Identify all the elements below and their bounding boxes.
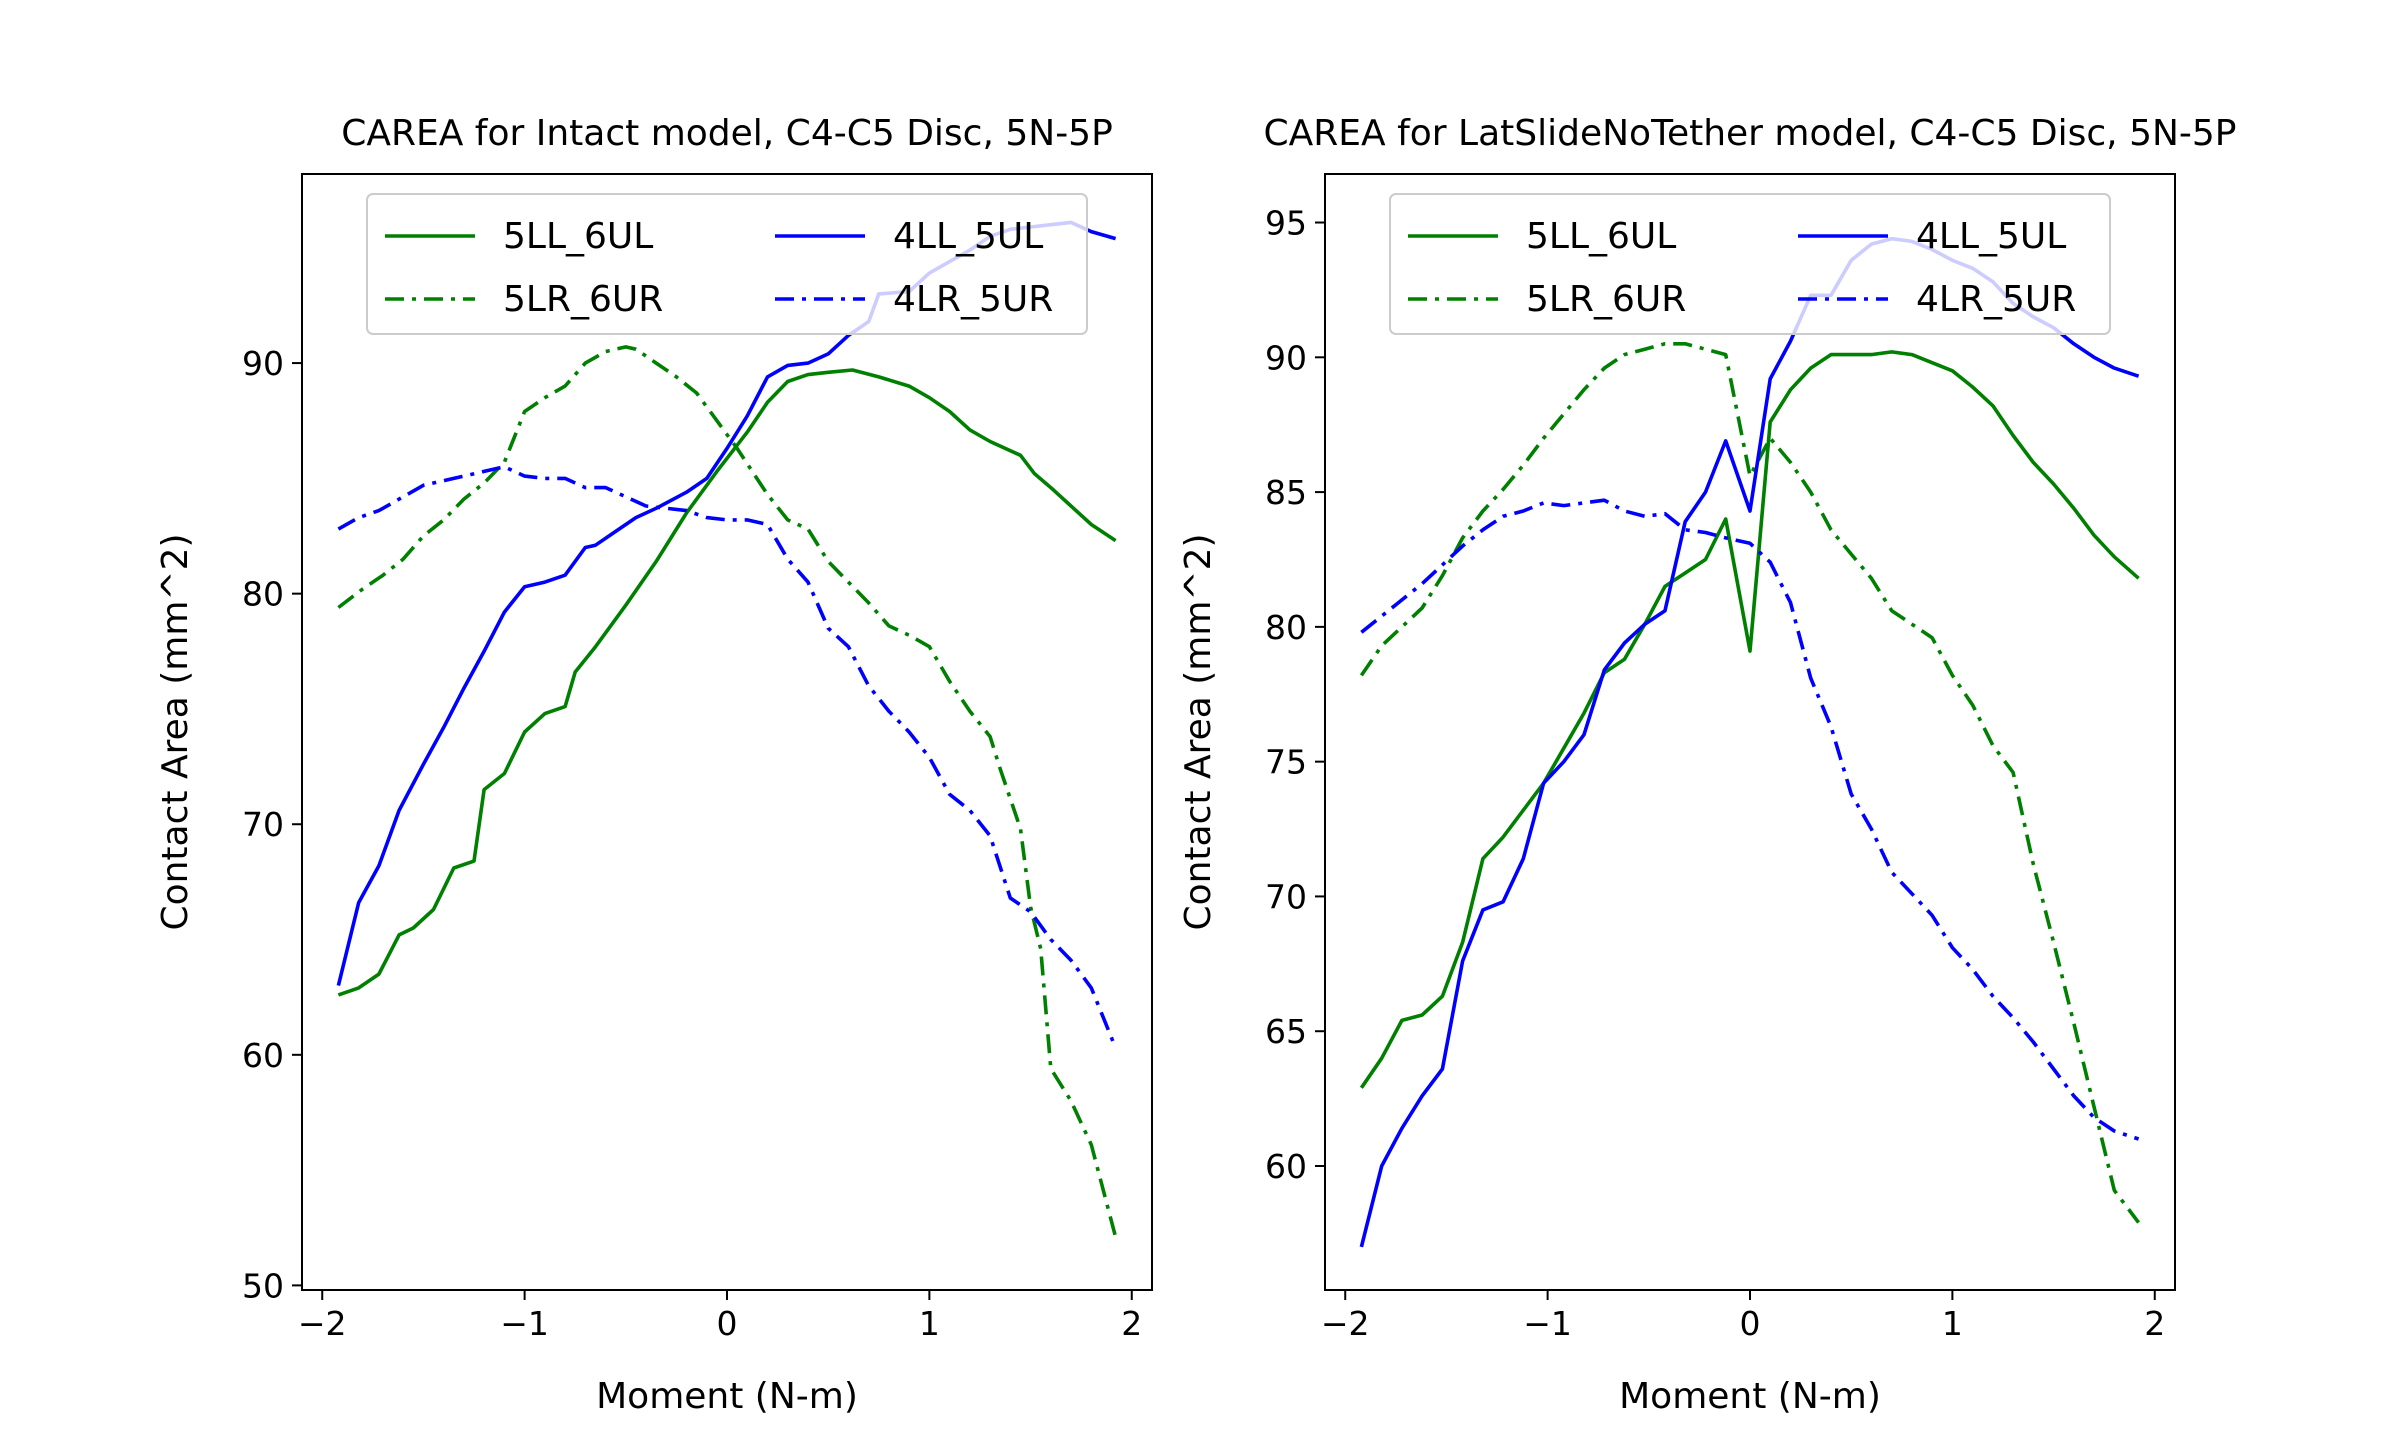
y-tick-label: 50: [242, 1266, 284, 1305]
legend-frame: [366, 193, 1088, 335]
series-line-5LR_6UR: [1359, 341, 2141, 1224]
y-tick-label: 80: [1265, 608, 1307, 647]
y-tick-label: 80: [242, 575, 284, 614]
legend-label-5LR_6UR: 5LR_6UR: [503, 279, 663, 320]
chart-panel-2: −2 −1 0 1 2 60 65 70 75 80 85 90 95 CAREA for LatSlid…: [1178, 113, 2237, 1417]
legend: 5LL_6UL 5LR_6UR 4LL_5UL 4LR_5UR: [1389, 193, 2111, 335]
x-tick-label: −2: [1321, 1304, 1370, 1343]
x-tick-label: 1: [1942, 1304, 1963, 1343]
y-axis-label: Contact Area (mm^2): [155, 533, 196, 930]
y-tick-label: 70: [242, 805, 284, 844]
x-axis-label: Moment (N-m): [596, 1376, 858, 1417]
legend: 5LL_6UL 5LR_6UR 4LL_5UL 4LR_5UR: [366, 193, 1088, 335]
x-tick-label: 0: [717, 1304, 738, 1343]
chart-title: CAREA for Intact model, C4-C5 Disc, 5N-5…: [341, 113, 1113, 154]
legend-label-5LL_6UL: 5LL_6UL: [503, 216, 653, 257]
x-tick-label: 0: [1740, 1304, 1761, 1343]
y-tick-label: 65: [1265, 1012, 1307, 1051]
y-tick-label: 95: [1265, 204, 1307, 243]
y-tick-label: 90: [1265, 338, 1307, 377]
x-tick-label: −2: [298, 1304, 347, 1343]
x-tick-label: 1: [919, 1304, 940, 1343]
y-tick-label: 75: [1265, 743, 1307, 782]
x-tick-label: −1: [500, 1304, 549, 1343]
y-tick-label: 60: [242, 1036, 284, 1075]
legend-label-5LR_6UR: 5LR_6UR: [1526, 279, 1686, 320]
legend-label-4LR_5UR: 4LR_5UR: [1916, 279, 2076, 320]
series-line-5LR_6UR: [337, 345, 1118, 1238]
legend-frame: [1389, 193, 2111, 335]
legend-label-4LL_5UL: 4LL_5UL: [893, 216, 1043, 257]
chart-panel-1: −2 −1 0 1 2 50 60 70 80 90 CAREA for Intact model,…: [155, 113, 1153, 1417]
y-tick-label: 90: [242, 344, 284, 383]
y-axis-label: Contact Area (mm^2): [1178, 533, 1219, 930]
legend-label-4LL_5UL: 4LL_5UL: [1916, 216, 2066, 257]
x-axis-label: Moment (N-m): [1619, 1376, 1881, 1417]
series-line-4LR_5UR: [337, 464, 1118, 1049]
series-line-4LR_5UR: [1360, 498, 2140, 1141]
series-line-5LL_6UL: [337, 368, 1117, 997]
y-tick-label: 85: [1265, 473, 1307, 512]
x-tick-label: −1: [1523, 1304, 1572, 1343]
y-tick-label: 60: [1265, 1147, 1307, 1186]
legend-label-5LL_6UL: 5LL_6UL: [1526, 216, 1676, 257]
y-tick-label: 70: [1265, 877, 1307, 916]
series-line-5LL_6UL: [1359, 350, 2140, 1089]
x-tick-label: 2: [2144, 1304, 2165, 1343]
legend-label-4LR_5UR: 4LR_5UR: [893, 279, 1053, 320]
x-tick-label: 2: [1121, 1304, 1142, 1343]
chart-title: CAREA for LatSlideNoTether model, C4-C5 …: [1263, 113, 2236, 154]
